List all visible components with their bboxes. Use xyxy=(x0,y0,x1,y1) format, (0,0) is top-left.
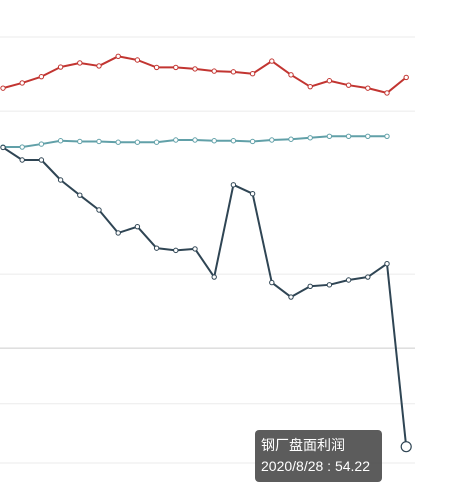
data-point[interactable] xyxy=(57,64,64,70)
data-point[interactable] xyxy=(230,182,237,188)
data-point[interactable] xyxy=(192,137,198,143)
data-point[interactable] xyxy=(326,78,333,84)
data-point[interactable] xyxy=(19,157,25,163)
data-point[interactable] xyxy=(345,277,352,283)
data-point[interactable] xyxy=(96,138,102,145)
data-point[interactable] xyxy=(288,136,294,142)
data-point[interactable] xyxy=(153,245,160,251)
data-point[interactable] xyxy=(249,191,256,197)
data-point[interactable] xyxy=(173,247,179,254)
data-point[interactable] xyxy=(249,71,256,77)
data-point[interactable] xyxy=(115,230,121,236)
series-line-3 xyxy=(2,146,408,447)
data-point[interactable] xyxy=(384,261,390,267)
tooltip-value: 2020/8/28 : 54.22 xyxy=(261,458,370,474)
series-line-1 xyxy=(2,55,407,94)
data-point[interactable] xyxy=(403,74,409,81)
chart-tooltip: 钢厂盘面利润 2020/8/28 : 54.22 xyxy=(255,430,382,482)
data-point[interactable] xyxy=(249,138,256,145)
data-point[interactable] xyxy=(365,133,371,139)
tooltip-title: 钢厂盘面利润 xyxy=(261,437,345,453)
data-point[interactable] xyxy=(0,85,6,91)
data-point[interactable] xyxy=(345,82,352,88)
data-point[interactable] xyxy=(96,207,102,213)
data-point[interactable] xyxy=(19,80,25,86)
data-point[interactable] xyxy=(77,60,83,66)
data-point[interactable] xyxy=(307,83,313,90)
data-point[interactable] xyxy=(365,274,371,280)
data-point[interactable] xyxy=(326,133,333,139)
data-point[interactable] xyxy=(269,279,275,286)
data-point[interactable] xyxy=(288,294,294,300)
data-point[interactable] xyxy=(134,139,141,145)
data-point[interactable] xyxy=(173,64,179,71)
data-point[interactable] xyxy=(153,139,160,145)
data-point[interactable] xyxy=(115,53,121,59)
data-point[interactable] xyxy=(269,137,275,143)
data-point[interactable] xyxy=(134,223,141,230)
data-point[interactable] xyxy=(77,138,83,145)
data-point[interactable] xyxy=(115,139,121,145)
data-point[interactable] xyxy=(0,144,6,151)
data-point[interactable] xyxy=(77,192,83,198)
data-point[interactable] xyxy=(269,58,275,64)
data-point[interactable] xyxy=(345,133,352,139)
data-point[interactable] xyxy=(326,282,333,288)
data-point[interactable] xyxy=(173,137,179,143)
data-point[interactable] xyxy=(365,85,371,91)
data-point[interactable] xyxy=(38,141,45,147)
data-point[interactable] xyxy=(307,135,313,141)
data-point[interactable] xyxy=(307,283,313,289)
data-point[interactable] xyxy=(134,57,141,63)
data-point[interactable] xyxy=(211,138,217,144)
data-point[interactable] xyxy=(211,68,217,74)
highlighted-data-point[interactable] xyxy=(400,441,412,453)
data-point[interactable] xyxy=(192,246,198,252)
data-point[interactable] xyxy=(384,90,390,96)
data-point[interactable] xyxy=(192,66,198,72)
data-point[interactable] xyxy=(288,72,294,78)
data-point[interactable] xyxy=(96,63,102,69)
data-point[interactable] xyxy=(230,69,237,75)
data-point[interactable] xyxy=(153,64,160,71)
data-point[interactable] xyxy=(57,177,64,183)
data-point[interactable] xyxy=(57,138,64,144)
data-point[interactable] xyxy=(384,133,390,139)
data-point[interactable] xyxy=(38,73,45,80)
data-point[interactable] xyxy=(38,157,45,163)
data-point[interactable] xyxy=(230,138,237,144)
data-point[interactable] xyxy=(19,144,25,150)
data-point[interactable] xyxy=(211,274,217,280)
